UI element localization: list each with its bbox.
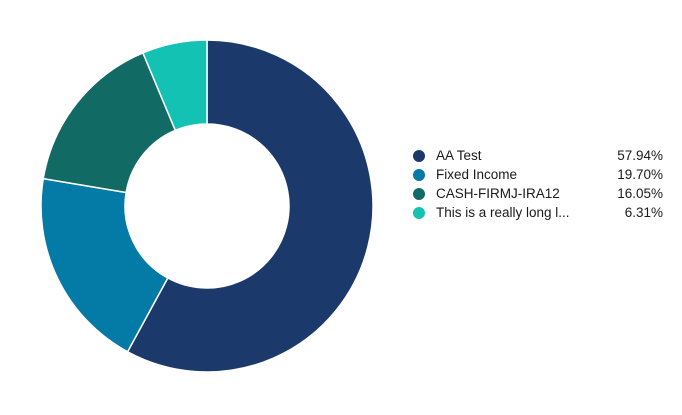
- donut-slice[interactable]: [141, 39, 208, 132]
- legend-label: AA Test: [436, 148, 482, 163]
- legend-item[interactable]: This is a really long l... 6.31%: [413, 203, 663, 222]
- legend-value: 6.31%: [624, 205, 663, 220]
- legend-swatch: [413, 206, 425, 219]
- legend-item[interactable]: Fixed Income 19.70%: [413, 165, 663, 184]
- chart-legend: AA Test 57.94% Fixed Income 19.70% CASH-…: [413, 146, 663, 222]
- legend-item[interactable]: CASH-FIRMJ-IRA12 16.05%: [413, 184, 663, 203]
- legend-swatch: [413, 149, 425, 162]
- legend-value: 57.94%: [617, 148, 663, 163]
- donut-slice[interactable]: [40, 177, 169, 353]
- donut-slice[interactable]: [42, 51, 177, 194]
- donut-slice[interactable]: [126, 39, 374, 373]
- legend-label: CASH-FIRMJ-IRA12: [436, 186, 560, 201]
- legend-value: 16.05%: [617, 186, 663, 201]
- legend-item[interactable]: AA Test 57.94%: [413, 146, 663, 165]
- legend-label: Fixed Income: [436, 167, 518, 182]
- legend-swatch: [413, 187, 425, 200]
- legend-value: 19.70%: [617, 167, 663, 182]
- legend-label: This is a really long l...: [436, 205, 570, 220]
- legend-swatch: [413, 168, 425, 181]
